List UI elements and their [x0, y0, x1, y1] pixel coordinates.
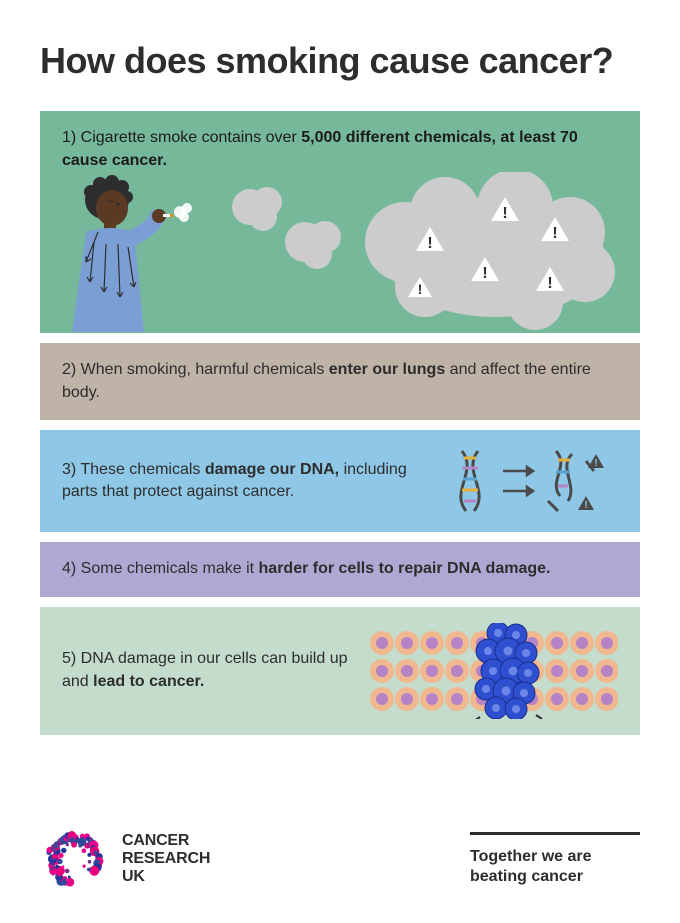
panel-3-text: 3) These chemicals damage our DNA, inclu…	[62, 459, 428, 504]
p5-bold: lead to cancer.	[93, 673, 204, 690]
panel-1-text: 1) Cigarette smoke contains over 5,000 d…	[62, 127, 618, 172]
svg-text:!: !	[482, 265, 487, 282]
tagline-rule	[470, 832, 640, 835]
svg-text:!: !	[418, 281, 423, 297]
logo: CANCER RESEARCH UK	[40, 825, 210, 893]
p3-bold: damage our DNA,	[205, 461, 339, 478]
p3-before: 3) These chemicals	[62, 461, 205, 478]
svg-text:!: !	[427, 235, 432, 252]
tagline: Together we are beating cancer	[470, 832, 640, 887]
svg-text:!: !	[547, 275, 552, 292]
logo-line2: RESEARCH	[122, 850, 210, 868]
panel-4: 4) Some chemicals make it harder for cel…	[40, 542, 640, 596]
svg-text:!: !	[584, 500, 587, 511]
logo-line3: UK	[122, 868, 210, 886]
panel-5: 5) DNA damage in our cells can build up …	[40, 607, 640, 735]
tagline-line1: Together we are	[470, 847, 640, 867]
footer: CANCER RESEARCH UK Together we are beati…	[40, 825, 640, 893]
smoker-icon	[62, 172, 192, 332]
tagline-line2: beating cancer	[470, 867, 640, 887]
page-title: How does smoking cause cancer?	[40, 40, 640, 81]
dna-icon: ! !	[448, 446, 618, 516]
cells-icon	[368, 623, 618, 719]
logo-line1: CANCER	[122, 832, 210, 850]
panel-2: 2) When smoking, harmful chemicals enter…	[40, 343, 640, 420]
p2-bold: enter our lungs	[329, 361, 445, 378]
p1-text-before: 1) Cigarette smoke contains over	[62, 129, 301, 146]
p4-before: 4) Some chemicals make it	[62, 560, 259, 577]
svg-text:!: !	[594, 458, 597, 469]
panel-1: 1) Cigarette smoke contains over 5,000 d…	[40, 111, 640, 333]
svg-text:!: !	[552, 225, 557, 242]
logo-text: CANCER RESEARCH UK	[122, 832, 210, 886]
p4-bold: harder for cells to repair DNA damage.	[259, 560, 551, 577]
panel-3: 3) These chemicals damage our DNA, inclu…	[40, 430, 640, 532]
panel-5-text: 5) DNA damage in our cells can build up …	[62, 648, 348, 693]
logo-mark-icon	[40, 825, 108, 893]
panel-1-illustration: ! ! ! ! !	[62, 172, 618, 332]
panel-4-text: 4) Some chemicals make it harder for cel…	[62, 558, 618, 580]
smoke-cloud-icon: ! ! ! ! !	[192, 172, 618, 332]
svg-text:!: !	[502, 205, 507, 222]
p2-before: 2) When smoking, harmful chemicals	[62, 361, 329, 378]
panel-2-text: 2) When smoking, harmful chemicals enter…	[62, 359, 618, 404]
